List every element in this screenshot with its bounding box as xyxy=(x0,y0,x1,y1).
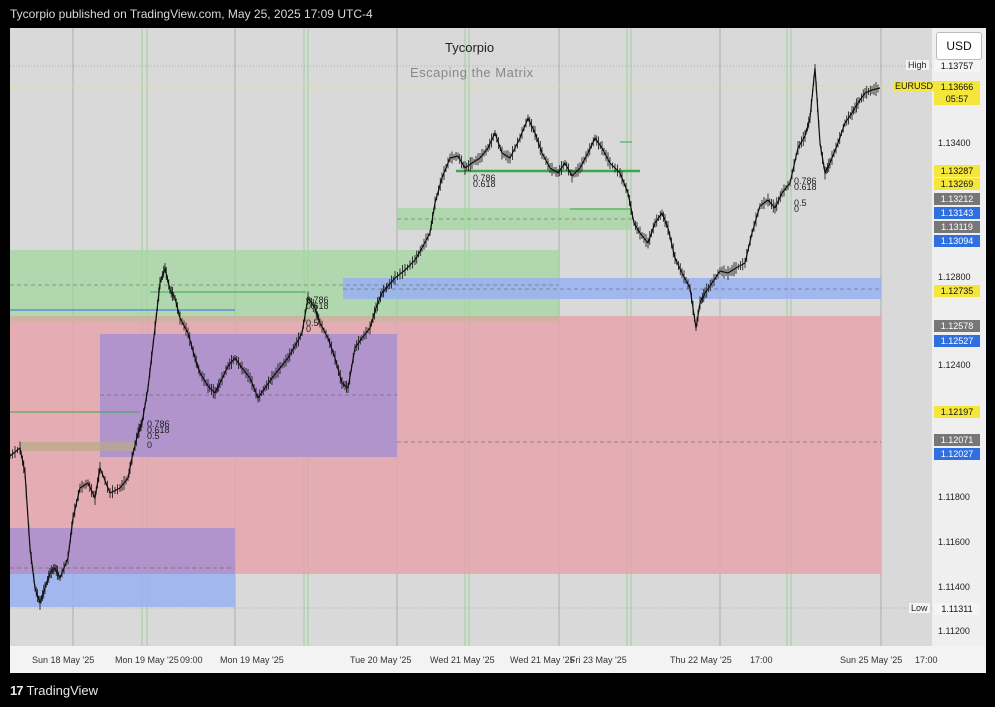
svg-text:0.618: 0.618 xyxy=(306,301,329,311)
price-label-yellow: 1.12197 xyxy=(934,406,980,418)
publisher-bar: Tycorpio published on TradingView.com, M… xyxy=(0,0,995,28)
time-axis-labels: Sun 18 May '25 Mon 19 May '25 09:00 Mon 19 … xyxy=(32,655,938,665)
price-tick: 1.11800 xyxy=(938,492,970,502)
price-label-yellow: 1.13269 xyxy=(934,178,980,190)
price-tick: 1.12400 xyxy=(938,360,971,370)
price-label-yellow: 1.13287 xyxy=(934,165,980,177)
svg-text:0.786: 0.786 xyxy=(794,176,817,186)
tradingview-logo[interactable]: 17 TradingView xyxy=(10,683,98,698)
overlap-band xyxy=(10,316,559,322)
purple-zone-low xyxy=(10,528,235,574)
time-tick: 09:00 xyxy=(180,655,203,665)
svg-text:0: 0 xyxy=(794,204,799,214)
svg-text:0.5: 0.5 xyxy=(306,318,319,328)
price-label-gray: 1.13212 xyxy=(934,193,980,205)
svg-text:0: 0 xyxy=(147,440,152,450)
purple-zone xyxy=(100,334,397,457)
price-tick: 1.11200 xyxy=(938,626,970,636)
price-label-yellow: 1.12735 xyxy=(934,285,980,297)
time-tick: Tue 20 May '25 xyxy=(350,655,411,665)
countdown: 05:57 xyxy=(934,93,980,105)
svg-text:0.618: 0.618 xyxy=(147,425,170,435)
time-tick: 17:00 xyxy=(915,655,938,665)
time-tick: Mon 19 May '25 xyxy=(220,655,284,665)
price-tick: 1.12800 xyxy=(938,272,971,282)
price-label-gray: 1.12071 xyxy=(934,434,980,446)
price-label-blue: 1.12027 xyxy=(934,448,980,460)
blue-zone xyxy=(343,278,881,299)
price-series xyxy=(10,64,881,610)
svg-text:0.786: 0.786 xyxy=(306,295,329,305)
current-price: 1.13666 xyxy=(934,81,980,93)
price-label-blue: 1.13094 xyxy=(934,235,980,247)
time-tick: Wed 21 May '25 xyxy=(510,655,575,665)
time-tick: Thu 22 May '25 xyxy=(670,655,732,665)
svg-text:0.786: 0.786 xyxy=(473,173,496,183)
svg-text:0.786: 0.786 xyxy=(147,419,170,429)
chart-canvas[interactable]: 0.786 0.618 0.5 0 0.786 0.618 0.5 0 0.78… xyxy=(10,28,986,673)
olive-band xyxy=(20,442,135,451)
price-tick: 1.13400 xyxy=(938,138,971,148)
svg-text:0.5: 0.5 xyxy=(147,431,160,441)
brand-name: TradingView xyxy=(26,683,99,698)
svg-text:0.618: 0.618 xyxy=(794,182,817,192)
high-tag: High xyxy=(906,60,929,70)
fib-labels: 0.786 0.618 0.5 0 0.786 0.618 0.5 0 0.78… xyxy=(147,173,817,450)
time-tick: Sun 18 May '25 xyxy=(32,655,94,665)
green-zone-small xyxy=(397,208,632,230)
chart-title: Tycorpio xyxy=(445,40,495,55)
svg-text:0.5: 0.5 xyxy=(794,198,807,208)
high-value: 1.13757 xyxy=(934,60,980,72)
price-label-gray: 1.12578 xyxy=(934,320,980,332)
svg-text:0: 0 xyxy=(306,324,311,334)
tv-logo-icon: 17 xyxy=(10,683,24,698)
price-tick: 1.11600 xyxy=(938,537,970,547)
time-tick: Wed 21 May '25 xyxy=(430,655,495,665)
footer: 17 TradingView xyxy=(0,675,995,707)
dashed-levels xyxy=(10,218,881,569)
chart-subtitle: Escaping the Matrix xyxy=(410,65,534,80)
publisher-text: Tycorpio published on TradingView.com, M… xyxy=(10,7,373,21)
time-tick: Mon 19 May '25 xyxy=(115,655,179,665)
currency-button[interactable]: USD xyxy=(936,32,982,60)
price-tick: 1.11400 xyxy=(938,582,970,592)
time-tick: Sun 25 May '25 xyxy=(840,655,902,665)
symbol-tag: EURUSD xyxy=(893,81,936,91)
price-label-gray: 1.13119 xyxy=(934,221,980,233)
time-tick: Fri 23 May '25 xyxy=(570,655,627,665)
low-tag: Low xyxy=(909,603,930,613)
svg-text:0.618: 0.618 xyxy=(473,179,496,189)
low-value: 1.11311 xyxy=(934,603,980,615)
price-label-blue: 1.12527 xyxy=(934,335,980,347)
price-label-blue: 1.13143 xyxy=(934,207,980,219)
time-axis-background xyxy=(10,646,986,673)
chart-area[interactable]: 0.786 0.618 0.5 0 0.786 0.618 0.5 0 0.78… xyxy=(10,28,986,673)
green-levels xyxy=(10,141,640,413)
time-tick: 17:00 xyxy=(750,655,773,665)
